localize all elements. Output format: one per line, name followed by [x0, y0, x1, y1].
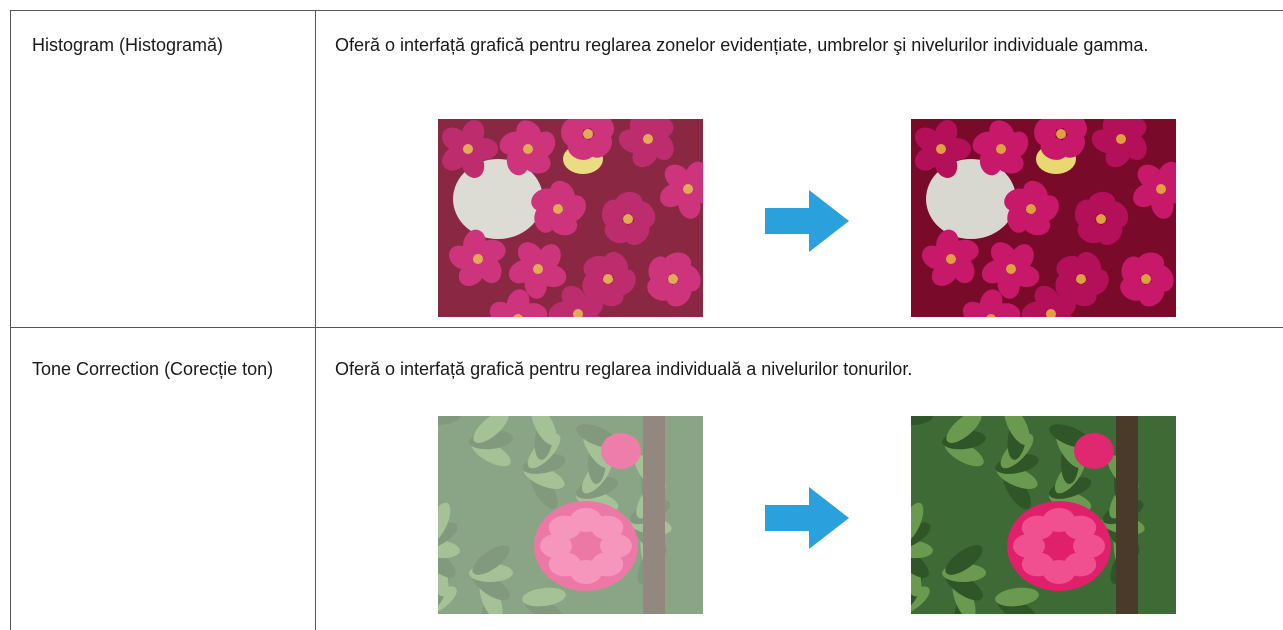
arrow: [765, 190, 849, 252]
before-image: [438, 119, 703, 317]
row-description: Oferă o interfață grafică pentru reglare…: [335, 359, 913, 379]
arrow: [765, 487, 849, 549]
table-border: [10, 10, 1283, 11]
row-label: Histogram (Histogramă): [32, 35, 224, 55]
table-border: [10, 10, 11, 630]
table-border: [315, 10, 316, 630]
table-border: [10, 327, 1283, 328]
row-description: Oferă o interfață grafică pentru reglare…: [335, 35, 1149, 55]
before-image: [438, 416, 703, 614]
after-image: [911, 416, 1176, 614]
row-label: Tone Correction (Corecție ton): [32, 359, 274, 379]
after-image: [911, 119, 1176, 317]
